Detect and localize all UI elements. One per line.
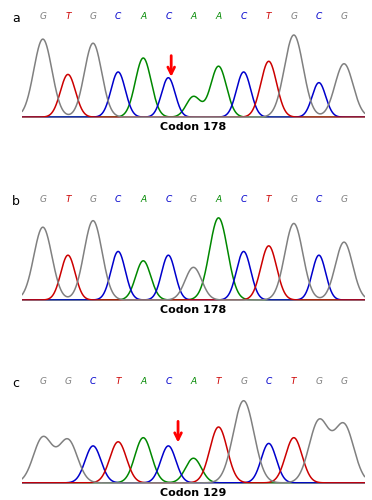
Text: C: C <box>165 378 171 386</box>
Text: T: T <box>266 194 272 203</box>
Text: C: C <box>165 194 171 203</box>
Text: G: G <box>240 378 247 386</box>
Text: A: A <box>190 378 196 386</box>
Text: G: G <box>39 12 46 20</box>
Text: G: G <box>340 194 347 203</box>
Text: G: G <box>290 12 297 20</box>
Text: C: C <box>266 378 272 386</box>
Text: A: A <box>140 12 146 20</box>
Text: a: a <box>12 12 20 25</box>
Text: T: T <box>266 12 272 20</box>
Text: T: T <box>65 12 71 20</box>
Text: C: C <box>316 194 322 203</box>
Text: C: C <box>316 12 322 20</box>
Text: G: G <box>340 378 347 386</box>
Text: A: A <box>140 378 146 386</box>
Text: A: A <box>190 12 196 20</box>
Text: G: G <box>90 194 97 203</box>
Text: C: C <box>115 194 121 203</box>
Text: Codon 178: Codon 178 <box>160 306 227 316</box>
Text: Codon 178: Codon 178 <box>160 122 227 132</box>
Text: C: C <box>115 12 121 20</box>
Text: A: A <box>215 12 222 20</box>
Text: C: C <box>165 12 171 20</box>
Text: G: G <box>90 12 97 20</box>
Text: A: A <box>140 194 146 203</box>
Text: T: T <box>115 378 121 386</box>
Text: C: C <box>241 194 247 203</box>
Text: b: b <box>12 194 20 207</box>
Text: G: G <box>64 378 71 386</box>
Text: G: G <box>39 378 46 386</box>
Text: G: G <box>315 378 323 386</box>
Text: C: C <box>90 378 96 386</box>
Text: G: G <box>39 194 46 203</box>
Text: T: T <box>65 194 71 203</box>
Text: T: T <box>216 378 221 386</box>
Text: G: G <box>290 194 297 203</box>
Text: G: G <box>190 194 197 203</box>
Text: Codon 129: Codon 129 <box>160 488 227 498</box>
Text: c: c <box>12 378 19 390</box>
Text: T: T <box>291 378 296 386</box>
Text: C: C <box>241 12 247 20</box>
Text: A: A <box>215 194 222 203</box>
Text: G: G <box>340 12 347 20</box>
